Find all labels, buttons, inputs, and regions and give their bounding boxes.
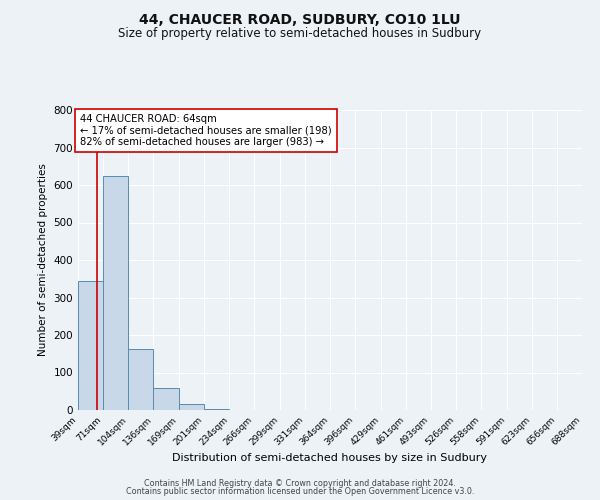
Text: Contains HM Land Registry data © Crown copyright and database right 2024.: Contains HM Land Registry data © Crown c…	[144, 478, 456, 488]
Text: Contains public sector information licensed under the Open Government Licence v3: Contains public sector information licen…	[126, 487, 474, 496]
Text: Size of property relative to semi-detached houses in Sudbury: Size of property relative to semi-detach…	[118, 28, 482, 40]
Bar	[204, 409, 229, 410]
X-axis label: Distribution of semi-detached houses by size in Sudbury: Distribution of semi-detached houses by …	[173, 452, 487, 462]
Bar	[179, 404, 204, 410]
Text: 44 CHAUCER ROAD: 64sqm
← 17% of semi-detached houses are smaller (198)
82% of se: 44 CHAUCER ROAD: 64sqm ← 17% of semi-det…	[80, 114, 332, 147]
Bar	[78, 282, 103, 410]
Y-axis label: Number of semi-detached properties: Number of semi-detached properties	[38, 164, 48, 356]
Text: 44, CHAUCER ROAD, SUDBURY, CO10 1LU: 44, CHAUCER ROAD, SUDBURY, CO10 1LU	[139, 12, 461, 26]
Bar	[154, 388, 179, 410]
Bar	[128, 349, 154, 410]
Bar	[103, 176, 128, 410]
